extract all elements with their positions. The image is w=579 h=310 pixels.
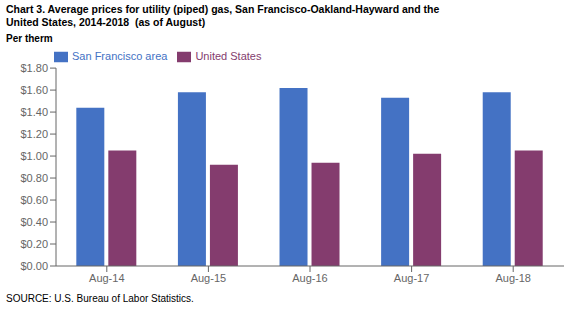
svg-text:$0.20: $0.20 (20, 238, 48, 250)
svg-text:$1.80: $1.80 (20, 62, 48, 74)
svg-text:$1.20: $1.20 (20, 128, 48, 140)
svg-text:Aug-16: Aug-16 (292, 272, 327, 284)
svg-text:Aug-18: Aug-18 (495, 272, 530, 284)
html-text:Chart 3. Average prices for ut: Chart 3. Average prices for utility (pip… (6, 3, 440, 15)
svg-text:$0.00: $0.00 (20, 260, 48, 272)
html-text:SOURCE: U.S. Bureau of Labor S: SOURCE: U.S. Bureau of Labor Statistics. (6, 293, 194, 304)
svg-text:Aug-15: Aug-15 (191, 272, 226, 284)
html-text:San Francisco area: San Francisco area (72, 50, 168, 62)
html-text:United States: United States (195, 50, 262, 62)
svg-text:Aug-17: Aug-17 (394, 272, 429, 284)
svg-text:$0.80: $0.80 (20, 172, 48, 184)
svg-text:$1.60: $1.60 (20, 84, 48, 96)
svg-text:$1.00: $1.00 (20, 150, 48, 162)
svg-text:$1.40: $1.40 (20, 106, 48, 118)
html-text:United States, 2014-2018 (as o: United States, 2014-2018 (as of August) (6, 16, 206, 28)
svg-text:Aug-14: Aug-14 (89, 272, 124, 284)
svg-text:$0.60: $0.60 (20, 194, 48, 206)
html-text:Per therm: Per therm (6, 33, 53, 44)
svg-text:$0.40: $0.40 (20, 216, 48, 228)
